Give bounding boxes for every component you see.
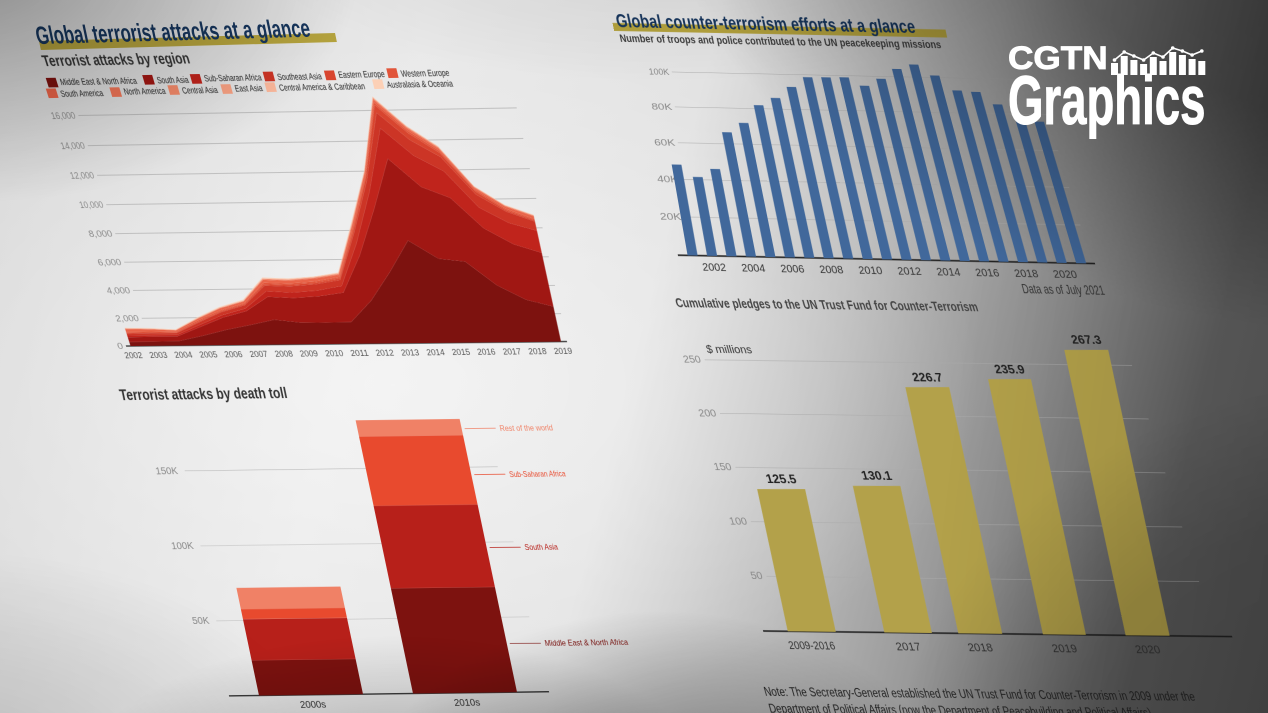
svg-text:250: 250	[682, 353, 703, 365]
svg-text:2010: 2010	[857, 265, 884, 278]
svg-text:150K: 150K	[155, 466, 180, 477]
svg-text:8,000: 8,000	[87, 229, 114, 240]
svg-text:2004: 2004	[173, 350, 194, 360]
svg-text:80K: 80K	[651, 101, 674, 112]
svg-text:130.1: 130.1	[860, 469, 894, 484]
svg-text:2014: 2014	[935, 266, 962, 279]
svg-text:2,000: 2,000	[114, 314, 140, 324]
svg-text:267.3: 267.3	[1069, 333, 1103, 347]
svg-text:150: 150	[712, 461, 733, 473]
svg-text:2012: 2012	[896, 265, 923, 278]
svg-text:100: 100	[728, 515, 749, 528]
svg-text:4,000: 4,000	[105, 286, 131, 297]
svg-text:2002: 2002	[123, 351, 144, 361]
svg-text:2016: 2016	[476, 347, 496, 357]
svg-text:2006: 2006	[223, 350, 244, 360]
svg-text:50K: 50K	[191, 616, 211, 627]
svg-text:2010s: 2010s	[453, 698, 481, 709]
svg-text:200: 200	[697, 407, 718, 419]
svg-text:2019: 2019	[1051, 643, 1079, 656]
svg-text:2017: 2017	[502, 347, 522, 357]
svg-text:2018: 2018	[527, 347, 547, 357]
svg-text:2008: 2008	[274, 349, 295, 359]
svg-text:2012: 2012	[375, 348, 396, 358]
svg-text:2014: 2014	[425, 348, 445, 358]
svg-text:100K: 100K	[648, 66, 670, 76]
svg-text:2017: 2017	[894, 641, 922, 654]
svg-text:South Asia: South Asia	[524, 542, 559, 552]
svg-text:20K: 20K	[659, 211, 683, 222]
svg-text:125.5: 125.5	[764, 472, 798, 487]
svg-text:2010: 2010	[324, 349, 345, 359]
svg-text:Sub-Saharan Africa: Sub-Saharan Africa	[508, 469, 566, 480]
svg-text:2008: 2008	[818, 264, 845, 277]
svg-text:16,000: 16,000	[50, 110, 78, 122]
svg-text:2015: 2015	[451, 347, 471, 357]
svg-text:100K: 100K	[170, 541, 195, 552]
svg-text:2018: 2018	[1013, 268, 1041, 281]
svg-text:2016: 2016	[974, 267, 1001, 280]
svg-text:2009: 2009	[299, 349, 320, 359]
svg-text:14,000: 14,000	[59, 140, 86, 151]
svg-text:2013: 2013	[400, 348, 420, 358]
svg-text:50: 50	[749, 570, 764, 583]
svg-text:12,000: 12,000	[69, 170, 96, 181]
svg-text:226.7: 226.7	[910, 370, 944, 385]
svg-text:Middle East & North Africa: Middle East & North Africa	[544, 637, 629, 648]
svg-text:Rest of the world: Rest of the world	[499, 423, 554, 434]
svg-text:6,000: 6,000	[96, 257, 123, 268]
svg-text:235.9: 235.9	[993, 362, 1027, 376]
svg-text:2007: 2007	[248, 349, 269, 359]
svg-text:2000s: 2000s	[299, 700, 327, 711]
svg-text:2006: 2006	[779, 263, 806, 276]
svg-text:10,000: 10,000	[78, 200, 105, 211]
svg-text:2004: 2004	[740, 262, 767, 275]
svg-text:Data as of July 2021: Data as of July 2021	[1020, 283, 1106, 298]
svg-text:2020: 2020	[1052, 269, 1080, 282]
svg-text:2011: 2011	[349, 348, 370, 358]
svg-text:2003: 2003	[148, 350, 169, 360]
svg-text:2009-2016: 2009-2016	[787, 640, 837, 653]
svg-text:2002: 2002	[701, 262, 727, 275]
svg-text:2019: 2019	[553, 346, 573, 356]
svg-text:2020: 2020	[1134, 644, 1162, 657]
svg-text:60K: 60K	[653, 137, 676, 148]
svg-text:2005: 2005	[198, 350, 219, 360]
svg-text:2018: 2018	[966, 642, 994, 655]
